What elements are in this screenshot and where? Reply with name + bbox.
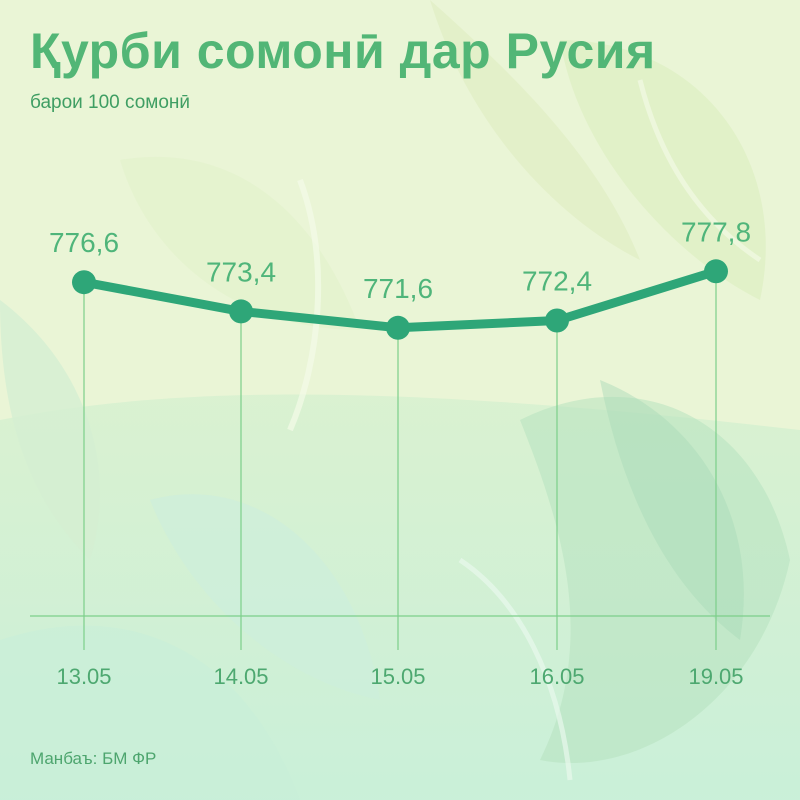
data-label-13.05: 776,6 (49, 227, 119, 258)
data-point-13.05 (72, 270, 96, 295)
data-point-16.05 (545, 308, 569, 333)
data-label-15.05: 771,6 (363, 273, 433, 304)
data-point-15.05 (386, 315, 410, 340)
chart-subtitle: барои 100 сомонӣ (30, 92, 191, 113)
data-label-14.05: 773,4 (206, 256, 276, 287)
x-tick-label-16.05: 16.05 (529, 664, 584, 689)
data-point-19.05 (704, 259, 728, 284)
x-tick-label-15.05: 15.05 (370, 664, 425, 689)
data-labels: 776,6 773,4 771,6 772,4 777,8 (49, 216, 751, 303)
vertical-gridlines (83, 271, 717, 650)
x-tick-label-19.05: 19.05 (688, 664, 743, 689)
data-point-14.05 (229, 299, 253, 324)
x-tick-labels: 13.05 14.05 15.05 16.05 19.05 (56, 664, 743, 689)
x-tick-label-14.05: 14.05 (213, 664, 268, 689)
data-label-16.05: 772,4 (522, 266, 592, 297)
data-label-19.05: 777,8 (681, 216, 751, 247)
source-note: Манбаъ: БМ ФР (30, 749, 157, 768)
x-tick-label-13.05: 13.05 (56, 664, 111, 689)
page-title: Қурби сомонӣ дар Русия (30, 23, 656, 79)
data-points (72, 259, 728, 340)
